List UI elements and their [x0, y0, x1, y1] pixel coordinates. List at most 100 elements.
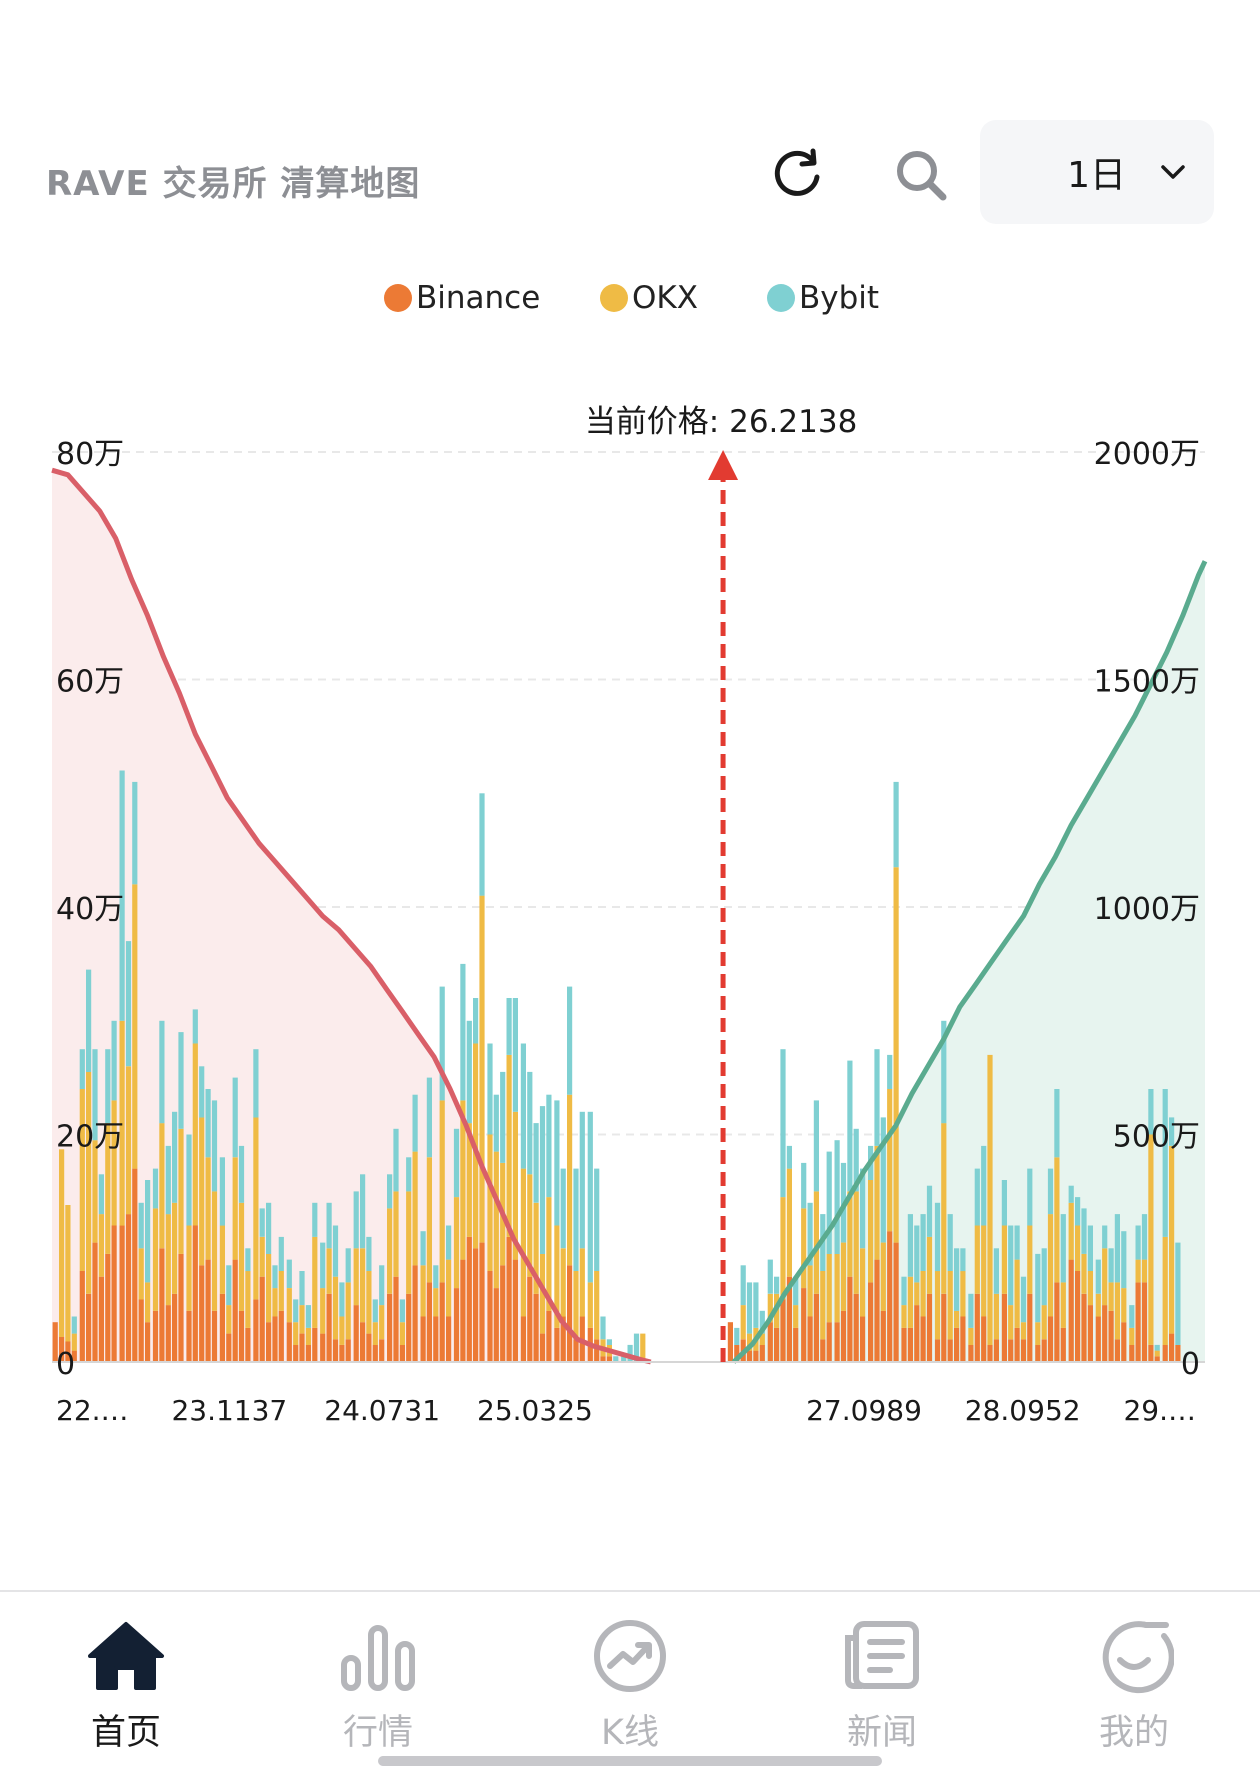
bar-binance-99 — [793, 1327, 799, 1362]
bar-bybit-113 — [887, 1054, 893, 1089]
bar-binance-135 — [1035, 1344, 1041, 1362]
bar-bybit-142 — [1081, 1208, 1087, 1254]
bar-okx-55 — [420, 1265, 426, 1317]
nav-kline[interactable]: K线 — [504, 1592, 756, 1774]
bar-bybit-114 — [893, 781, 899, 868]
bar-okx-103 — [820, 1271, 826, 1340]
bar-okx-131 — [1008, 1305, 1014, 1340]
search-button[interactable] — [886, 140, 956, 210]
period-select[interactable]: 1日 — [980, 120, 1214, 224]
bar-bybit-83 — [606, 1339, 612, 1345]
bar-bybit-126 — [974, 1168, 980, 1226]
bar-bybit-9 — [111, 1020, 117, 1101]
bar-bybit-134 — [1027, 1168, 1033, 1226]
bar-bybit-5 — [86, 969, 92, 1072]
long-liquidation-area — [733, 561, 1205, 1362]
bar-bybit-132 — [1014, 1225, 1020, 1260]
bar-binance-3 — [71, 1350, 77, 1362]
bar-bybit-151 — [1141, 1214, 1148, 1260]
bar-binance-126 — [974, 1293, 980, 1363]
bar-binance-150 — [1135, 1282, 1141, 1362]
legend-binance[interactable]: Binance — [384, 280, 540, 316]
bar-okx-31 — [259, 1236, 265, 1277]
bar-binance-51 — [393, 1276, 399, 1362]
bar-bybit-140 — [1068, 1185, 1074, 1203]
bar-bybit-72 — [533, 1123, 539, 1203]
bar-bybit-85 — [621, 1352, 627, 1362]
bar-bybit-127 — [981, 1145, 987, 1226]
bar-okx-122 — [947, 1271, 953, 1340]
bar-okx-25 — [219, 1225, 225, 1294]
bar-okx-47 — [366, 1271, 372, 1334]
bottom-nav: 首页 行情 K线 新闻 我的 — [0, 1590, 1260, 1774]
bar-bybit-40 — [320, 1242, 326, 1289]
x-tick-0: 22.… — [56, 1394, 129, 1427]
bar-binance-111 — [874, 1259, 880, 1362]
bar-okx-108 — [853, 1191, 859, 1294]
bar-bybit-74 — [546, 1094, 552, 1198]
bar-okx-57 — [433, 1288, 439, 1317]
bar-bybit-98 — [786, 1145, 792, 1169]
nav-home[interactable]: 首页 — [0, 1592, 252, 1774]
bar-okx-7 — [98, 1214, 104, 1277]
bar-binance-47 — [366, 1333, 372, 1362]
bar-binance-10 — [119, 1225, 125, 1362]
bar-okx-102 — [813, 1191, 819, 1294]
bar-binance-70 — [520, 1316, 526, 1362]
refresh-button[interactable] — [762, 140, 832, 210]
bar-okx-120 — [934, 1271, 941, 1340]
bar-okx-37 — [299, 1305, 305, 1334]
bar-bybit-3 — [71, 1316, 77, 1334]
page-title: RAVE 交易所 清算地图 — [46, 164, 421, 204]
bar-bybit-121 — [941, 1020, 947, 1124]
legend-bybit[interactable]: Bybit — [767, 280, 879, 316]
bar-binance-81 — [594, 1339, 600, 1363]
nav-news[interactable]: 新闻 — [756, 1592, 1008, 1774]
bar-bybit-16 — [159, 1020, 165, 1124]
nav-profile[interactable]: 我的 — [1008, 1592, 1260, 1774]
bar-bybit-39 — [312, 1202, 318, 1237]
bar-okx-81 — [594, 1271, 600, 1340]
bar-bybit-148 — [1121, 1231, 1127, 1289]
bar-binance-8 — [105, 1253, 111, 1362]
nav-market[interactable]: 行情 — [252, 1592, 504, 1774]
bar-binance-75 — [554, 1327, 560, 1362]
bar-okx-42 — [332, 1276, 339, 1340]
bar-bybit-45 — [353, 1191, 359, 1249]
bar-okx-53 — [406, 1191, 412, 1294]
bar-okx-4 — [79, 1089, 85, 1271]
bar-binance-26 — [226, 1333, 232, 1362]
bar-binance-83 — [606, 1356, 612, 1362]
bar-bybit-60 — [453, 1128, 460, 1198]
bar-bybit-156 — [1175, 1242, 1181, 1345]
bar-okx-154 — [1162, 1236, 1168, 1345]
bar-okx-71 — [527, 1174, 533, 1277]
bar-bybit-63 — [473, 998, 479, 1044]
bar-okx-150 — [1135, 1259, 1141, 1283]
bar-okx-110 — [868, 1180, 874, 1283]
bar-binance-141 — [1075, 1271, 1081, 1362]
legend-okx[interactable]: OKX — [600, 280, 698, 316]
bar-binance-36 — [293, 1344, 299, 1362]
bar-okx-34 — [278, 1271, 284, 1311]
bar-okx-132 — [1014, 1259, 1020, 1328]
bar-binance-134 — [1027, 1293, 1033, 1363]
bar-okx-65 — [487, 1134, 493, 1271]
x-tick-2: 24.0731 — [324, 1394, 440, 1427]
x-tick-1: 23.1137 — [171, 1394, 287, 1427]
bar-binance-103 — [820, 1339, 826, 1363]
bar-okx-32 — [266, 1253, 272, 1323]
bar-binance-76 — [560, 1316, 566, 1362]
bar-binance-45 — [353, 1305, 359, 1362]
bar-binance-60 — [453, 1288, 460, 1362]
bar-bybit-26 — [226, 1265, 232, 1306]
bar-bybit-22 — [199, 1066, 205, 1118]
bar-bybit-100 — [801, 1162, 807, 1209]
bar-bybit-123 — [954, 1248, 960, 1311]
bar-okx-136 — [1041, 1305, 1047, 1340]
bar-okx-99 — [793, 1305, 799, 1328]
bar-okx-125 — [968, 1327, 974, 1345]
bar-binance-138 — [1054, 1282, 1060, 1362]
bar-okx-128 — [987, 1054, 993, 1345]
bar-binance-65 — [487, 1271, 493, 1362]
